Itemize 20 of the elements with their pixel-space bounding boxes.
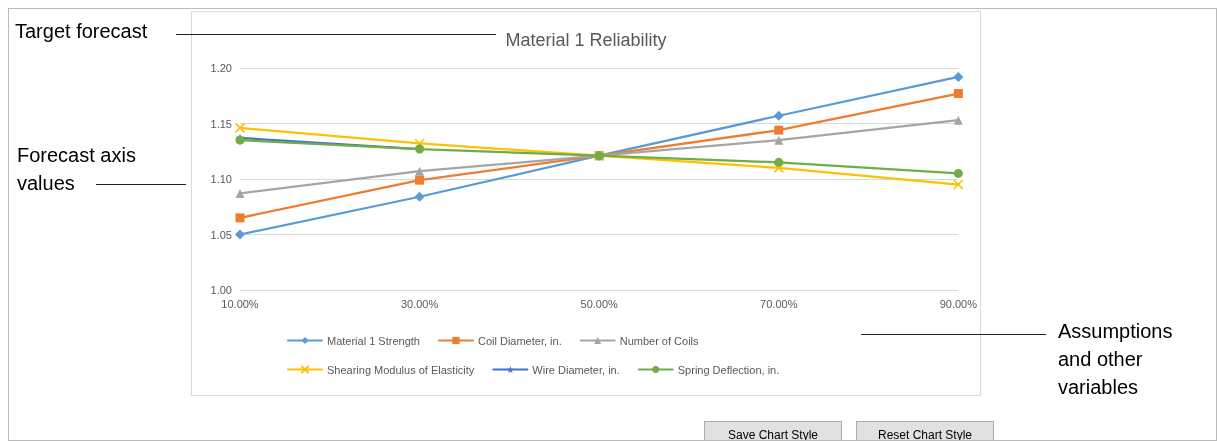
legend-label: Shearing Modulus of Elasticity xyxy=(327,363,475,376)
x-tick-label: 90.00% xyxy=(939,297,978,310)
y-tick-label: 1.00 xyxy=(210,284,232,296)
text: Forecast axis values xyxy=(17,143,137,196)
x-tick-label: 50.00% xyxy=(580,297,619,310)
x-tick-label: 70.00% xyxy=(760,297,798,310)
legend-label: Wire Diameter, in. xyxy=(532,363,620,376)
text: Target forecast xyxy=(15,19,148,44)
legend-label: Coil Diameter, in. xyxy=(477,334,562,347)
x-tick-label: 10.00% xyxy=(221,297,259,310)
chart-title: Material 1 Reliability xyxy=(505,30,667,50)
y-tick-label: 1.20 xyxy=(210,62,232,74)
y-tick-label: 1.10 xyxy=(210,173,232,185)
x-tick-label: 30.00% xyxy=(400,297,439,310)
legend-label: Spring Deflection, in. xyxy=(677,363,780,376)
legend-label: Material 1 Strength xyxy=(327,334,420,347)
legend-label: Number of Coils xyxy=(619,334,700,347)
y-tick-label: 1.15 xyxy=(210,117,232,130)
y-tick-label: 1.05 xyxy=(210,228,232,241)
text: Assumptions and other variables xyxy=(1058,319,1174,400)
